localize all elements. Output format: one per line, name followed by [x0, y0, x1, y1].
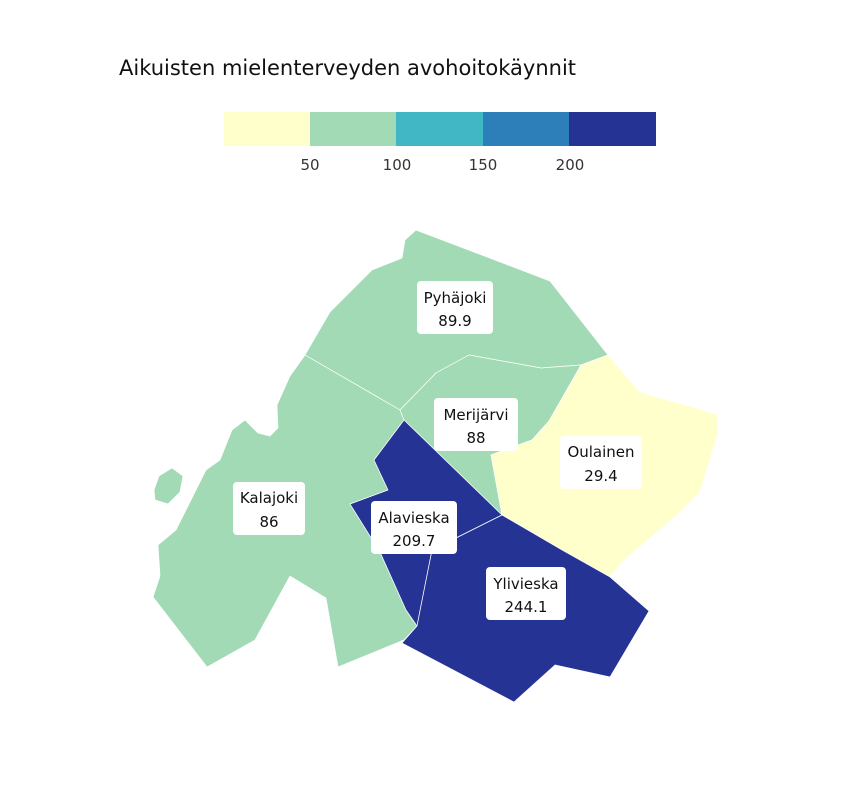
alavieska-name: Alavieska	[378, 509, 449, 527]
merijarvi-value: 88	[466, 429, 485, 447]
ylivieska-value: 244.1	[505, 598, 548, 616]
legend: 50 100 150 200	[224, 112, 656, 174]
legend-bin-2	[310, 112, 397, 146]
alavieska-value: 209.7	[393, 532, 436, 550]
label-kalajoki: Kalajoki 86	[233, 482, 305, 535]
merijarvi-name: Merijärvi	[443, 406, 508, 424]
kalajoki-name: Kalajoki	[240, 489, 298, 507]
label-alavieska: Alavieska 209.7	[371, 501, 457, 554]
label-oulainen: Oulainen 29.4	[560, 436, 642, 489]
label-merijarvi: Merijärvi 88	[434, 398, 518, 451]
legend-tick-50: 50	[300, 156, 319, 174]
legend-bin-1	[224, 112, 311, 146]
legend-tick-100: 100	[383, 156, 412, 174]
label-ylivieska: Ylivieska 244.1	[486, 567, 566, 620]
legend-bin-5	[569, 112, 656, 146]
pyhajoki-value: 89.9	[438, 312, 471, 330]
kalajoki-value: 86	[259, 513, 278, 531]
legend-bin-4	[483, 112, 570, 146]
kalajoki-island-shape[interactable]	[153, 467, 184, 505]
ylivieska-name: Ylivieska	[492, 575, 558, 593]
legend-bin-3	[396, 112, 484, 146]
pyhajoki-name: Pyhäjoki	[424, 289, 487, 307]
oulainen-value: 29.4	[584, 467, 617, 485]
legend-tick-200: 200	[556, 156, 585, 174]
oulainen-name: Oulainen	[567, 443, 634, 461]
map-title: Aikuisten mielenterveyden avohoitokäynni…	[119, 56, 577, 80]
label-pyhajoki: Pyhäjoki 89.9	[417, 281, 493, 334]
legend-tick-150: 150	[469, 156, 498, 174]
